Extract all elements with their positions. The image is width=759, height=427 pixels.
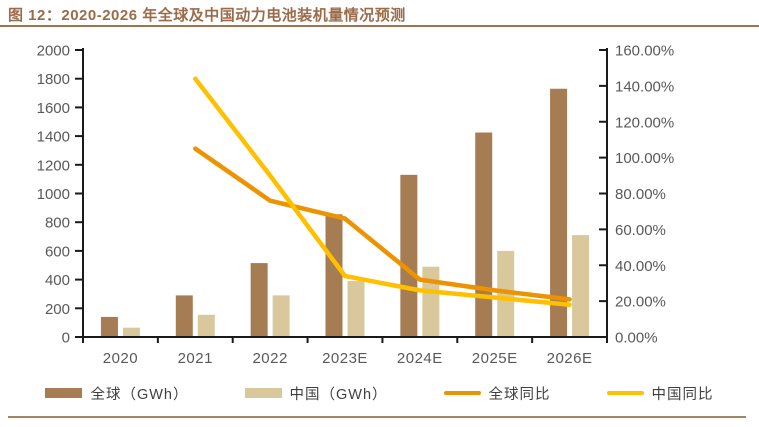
bar-global-gwh-2024E xyxy=(400,174,418,337)
right-axis-tick-label: 120.00% xyxy=(615,114,674,131)
right-axis-tick-label: 160.00% xyxy=(615,43,674,60)
line-global-yoy xyxy=(193,146,572,302)
x-axis-category-label: 2026E xyxy=(547,350,593,367)
left-axis-tick-label: 1400 xyxy=(37,129,70,146)
line-china-yoy xyxy=(193,76,572,307)
bar-global-gwh-2022 xyxy=(250,263,268,337)
left-axis-tick-label: 400 xyxy=(45,272,70,289)
left-axis-tick-label: 200 xyxy=(45,301,70,318)
footer-rule xyxy=(8,416,746,418)
bar-global-gwh-2021 xyxy=(175,295,193,337)
legend-item-global-gwh: 全球（GWh） xyxy=(45,383,188,404)
figure-title: 图 12：2020-2026 年全球及中国动力电池装机量情况预测 xyxy=(8,7,406,24)
x-axis-category-label: 2024E xyxy=(397,350,443,367)
left-axis-tick-label: 1600 xyxy=(37,100,70,117)
left-axis-tick-label: 1800 xyxy=(37,71,70,88)
x-axis-category-label: 2021 xyxy=(178,350,213,367)
legend-label-global-gwh: 全球（GWh） xyxy=(90,386,189,403)
right-axis-tick-label: 140.00% xyxy=(615,78,674,95)
bar-china-gwh-2024E xyxy=(422,266,440,337)
left-axis-tick-label: 0 xyxy=(62,330,70,347)
legend-item-global-yoy: 全球同比 xyxy=(443,383,551,404)
bar-china-gwh-2022 xyxy=(272,295,290,337)
title-underline-rule xyxy=(0,25,759,27)
x-axis-category-label: 2022 xyxy=(252,350,287,367)
bar-china-gwh-2020 xyxy=(122,327,140,337)
x-axis-category-label: 2023E xyxy=(322,350,368,367)
left-axis-tick-label: 1000 xyxy=(37,186,70,203)
legend-swatch-china-line xyxy=(606,390,644,396)
bar-china-gwh-2026E xyxy=(572,235,590,337)
left-axis-tick-label: 1200 xyxy=(37,157,70,174)
legend-swatch-global-line xyxy=(443,390,481,396)
x-axis-category-label: 2025E xyxy=(472,350,518,367)
legend-label-china-gwh: 中国（GWh） xyxy=(289,386,388,403)
legend-item-china-gwh: 中国（GWh） xyxy=(244,383,388,404)
legend-label-china-yoy: 中国同比 xyxy=(651,386,714,403)
bar-global-gwh-2020 xyxy=(100,316,118,337)
left-axis-tick-label: 2000 xyxy=(37,43,70,60)
right-axis-tick-label: 0.00% xyxy=(615,330,658,347)
legend-item-china-yoy: 中国同比 xyxy=(606,383,714,404)
right-axis-tick-label: 80.00% xyxy=(615,186,666,203)
left-axis-tick-label: 800 xyxy=(45,215,70,232)
right-axis-tick-label: 40.00% xyxy=(615,258,666,275)
left-axis-tick-label: 600 xyxy=(45,243,70,260)
bar-global-gwh-2026E xyxy=(550,88,568,338)
bar-china-gwh-2023E xyxy=(347,281,365,337)
bar-china-gwh-2021 xyxy=(197,314,215,337)
legend-label-global-yoy: 全球同比 xyxy=(488,386,551,403)
bar-global-gwh-2025E xyxy=(475,132,493,337)
bar-china-gwh-2025E xyxy=(497,250,515,337)
right-axis-tick-label: 100.00% xyxy=(615,150,674,167)
right-axis-tick-label: 20.00% xyxy=(615,294,666,311)
bar-global-gwh-2023E xyxy=(325,214,343,337)
legend-swatch-china-bar xyxy=(244,388,282,398)
x-axis-category-label: 2020 xyxy=(103,350,138,367)
chart-legend: 全球（GWh） 中国（GWh） 全球同比 中国同比 xyxy=(0,381,759,405)
legend-swatch-global-bar xyxy=(45,388,83,398)
right-axis-tick-label: 60.00% xyxy=(615,222,666,239)
